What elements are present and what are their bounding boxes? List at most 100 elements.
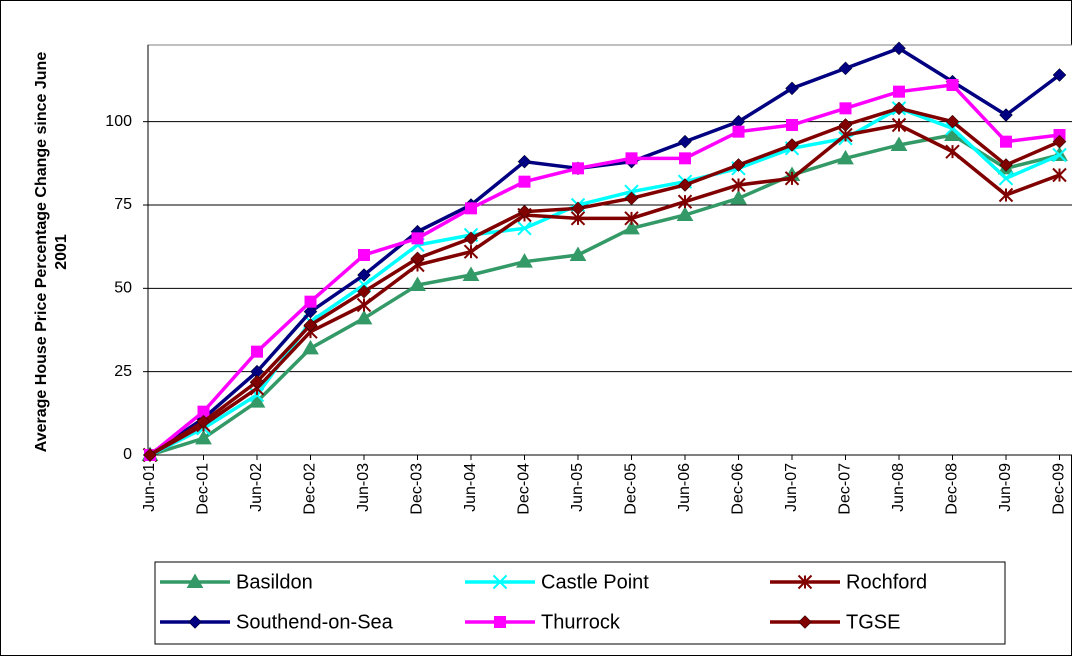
- marker: [1052, 147, 1067, 163]
- marker: [676, 206, 694, 221]
- marker: [891, 117, 907, 133]
- marker: [517, 221, 532, 236]
- series-line: [149, 123, 1061, 457]
- legend-label: Basildon: [236, 571, 313, 593]
- marker: [798, 615, 812, 629]
- marker: [411, 232, 424, 245]
- marker: [678, 134, 692, 149]
- marker: [785, 138, 799, 152]
- marker: [303, 318, 318, 332]
- marker: [731, 177, 746, 193]
- marker: [569, 246, 587, 261]
- y-tick-label: 50: [114, 280, 132, 297]
- marker: [304, 295, 317, 308]
- marker: [837, 149, 854, 165]
- marker: [730, 189, 747, 205]
- marker: [624, 191, 639, 206]
- marker: [838, 61, 853, 76]
- legend-label: Castle Point: [541, 571, 649, 593]
- x-tick-label: Jun-06: [676, 463, 693, 512]
- y-tick-label: 100: [105, 113, 132, 130]
- marker: [893, 85, 905, 98]
- x-tick-label: Dec-01: [195, 463, 212, 515]
- marker: [998, 171, 1014, 186]
- marker: [517, 154, 532, 169]
- marker: [732, 125, 745, 138]
- marker: [248, 393, 266, 408]
- marker: [143, 448, 157, 462]
- marker: [355, 309, 373, 325]
- marker: [1000, 135, 1012, 148]
- marker: [250, 374, 264, 389]
- y-tick-label: 0: [123, 446, 132, 463]
- marker: [463, 244, 479, 259]
- y-tick-label: 25: [114, 363, 132, 380]
- y-tick-label: 75: [114, 196, 132, 213]
- legend-label: TGSE: [846, 611, 900, 633]
- marker: [890, 136, 908, 151]
- marker: [464, 231, 478, 246]
- marker: [945, 144, 960, 159]
- x-tick-label: Dec-09: [1051, 463, 1068, 515]
- x-tick-label: Jun-02: [248, 463, 265, 512]
- legend-label: Thurrock: [541, 611, 621, 633]
- marker: [892, 101, 906, 116]
- x-tick-label: Dec-02: [302, 463, 319, 515]
- x-tick-label: Dec-04: [516, 463, 533, 515]
- marker: [1052, 167, 1067, 183]
- marker: [302, 339, 319, 355]
- x-tick-label: Jun-01: [141, 463, 158, 512]
- marker: [492, 574, 508, 590]
- marker: [517, 204, 532, 219]
- series-line: [148, 83, 1060, 457]
- x-tick-label: Dec-06: [730, 463, 747, 515]
- marker: [999, 108, 1013, 122]
- marker: [784, 171, 800, 186]
- x-tick-label: Jun-08: [890, 463, 907, 512]
- marker: [356, 297, 372, 313]
- marker: [572, 162, 584, 175]
- marker: [797, 574, 813, 590]
- marker: [624, 211, 639, 226]
- marker: [494, 616, 506, 628]
- marker: [196, 414, 211, 429]
- series: [144, 79, 1066, 461]
- x-tick-label: Jun-07: [783, 463, 800, 512]
- series-line: [149, 133, 1060, 457]
- marker: [945, 114, 960, 129]
- series-line: [149, 106, 1061, 457]
- marker: [625, 152, 638, 165]
- marker: [516, 253, 533, 268]
- marker: [839, 102, 852, 115]
- marker: [410, 251, 425, 266]
- marker: [409, 276, 426, 291]
- y-axis-label: Average House Price Percentage Change si…: [33, 51, 70, 453]
- marker: [518, 175, 531, 188]
- marker: [357, 268, 371, 282]
- marker: [838, 118, 853, 132]
- marker: [188, 615, 202, 629]
- x-tick-label: Dec-03: [409, 463, 426, 515]
- plot-area: [147, 44, 1072, 456]
- marker: [465, 202, 477, 215]
- x-tick-label: Dec-05: [623, 463, 640, 515]
- marker: [462, 266, 480, 281]
- legend-label: Rochford: [846, 571, 927, 593]
- marker: [999, 158, 1013, 172]
- x-tick-label: Jun-09: [997, 463, 1014, 512]
- x-tick-label: Dec-07: [837, 463, 854, 515]
- marker: [195, 429, 212, 445]
- legend-box: [154, 561, 1006, 645]
- marker: [1052, 68, 1067, 82]
- marker: [731, 158, 746, 172]
- x-tick-label: Jun-04: [462, 463, 479, 512]
- series: [143, 101, 1067, 462]
- x-tick-label: Jun-03: [355, 463, 372, 512]
- marker: [186, 573, 204, 588]
- marker: [892, 41, 906, 56]
- marker: [251, 345, 263, 358]
- x-tick-label: Jun-05: [569, 463, 586, 512]
- marker: [1052, 134, 1067, 149]
